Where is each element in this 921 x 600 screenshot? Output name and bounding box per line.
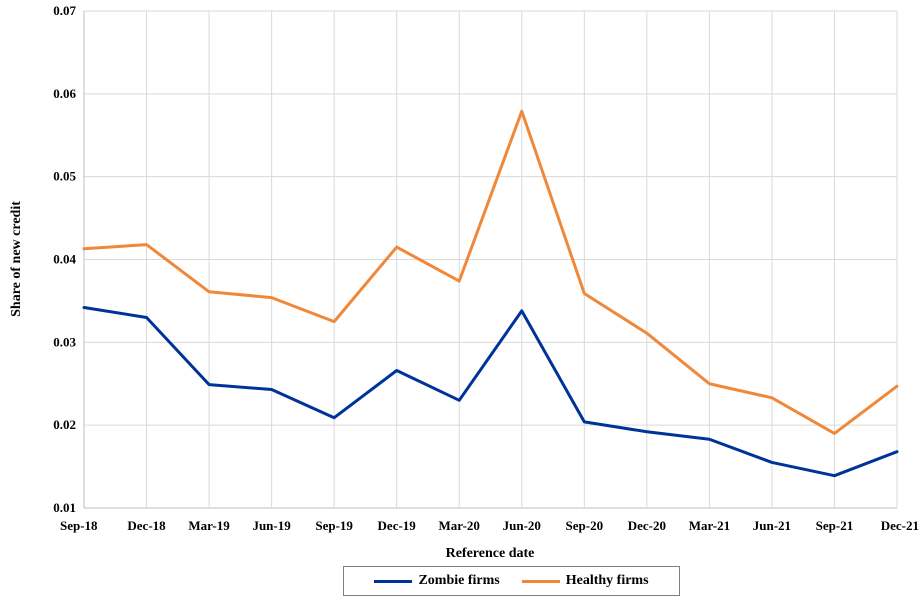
gridlines	[83, 10, 898, 509]
series-line-healthy-firms	[82, 109, 899, 435]
x-tick-label: Dec-18	[127, 518, 166, 533]
x-tick-label: Jun-19	[252, 518, 291, 533]
x-tick-label: Sep-18	[60, 518, 98, 533]
y-tick-label: 0.05	[53, 169, 76, 184]
x-tick-label: Dec-19	[378, 518, 417, 533]
y-tick-label: 0.03	[53, 334, 76, 349]
x-axis-ticks: Sep-18 Dec-18 Mar-19 Jun-19 Sep-19 Dec-19 Mar-…	[60, 518, 919, 533]
x-axis-title: Reference date	[446, 546, 535, 561]
series-line-zombie-firms	[82, 306, 899, 478]
y-axis-ticks: 0.01 0.02 0.03 0.04 0.05 0.06 0.07	[53, 3, 76, 515]
legend-swatch-zombie	[374, 579, 413, 583]
legend-label-zombie: Zombie firms	[418, 573, 500, 588]
y-tick-label: 0.02	[53, 417, 76, 432]
x-tick-label: Dec-20	[628, 518, 666, 533]
y-tick-label: 0.06	[53, 86, 76, 101]
legend-swatch-healthy	[521, 579, 560, 583]
series-lines	[82, 109, 899, 478]
x-tick-label: Sep-19	[315, 518, 353, 533]
legend: Zombie firms Healthy firms	[343, 566, 680, 596]
x-tick-label: Mar-20	[439, 518, 480, 533]
y-tick-label: 0.04	[53, 252, 76, 267]
y-tick-label: 0.01	[53, 500, 76, 515]
y-tick-label: 0.07	[53, 3, 76, 18]
x-tick-label: Jun-21	[753, 518, 791, 533]
x-tick-label: Sep-21	[816, 518, 854, 533]
x-tick-label: Mar-19	[188, 518, 230, 533]
x-tick-label: Jun-20	[503, 518, 541, 533]
y-axis-title: Share of new credit	[9, 201, 24, 317]
legend-item-healthy: Healthy firms	[521, 573, 649, 589]
legend-label-healthy: Healthy firms	[565, 573, 649, 588]
x-tick-label: Sep-20	[566, 518, 604, 533]
legend-item-zombie: Zombie firms	[374, 573, 500, 589]
x-tick-label: Mar-21	[689, 518, 730, 533]
x-tick-label: Dec-21	[881, 518, 919, 533]
